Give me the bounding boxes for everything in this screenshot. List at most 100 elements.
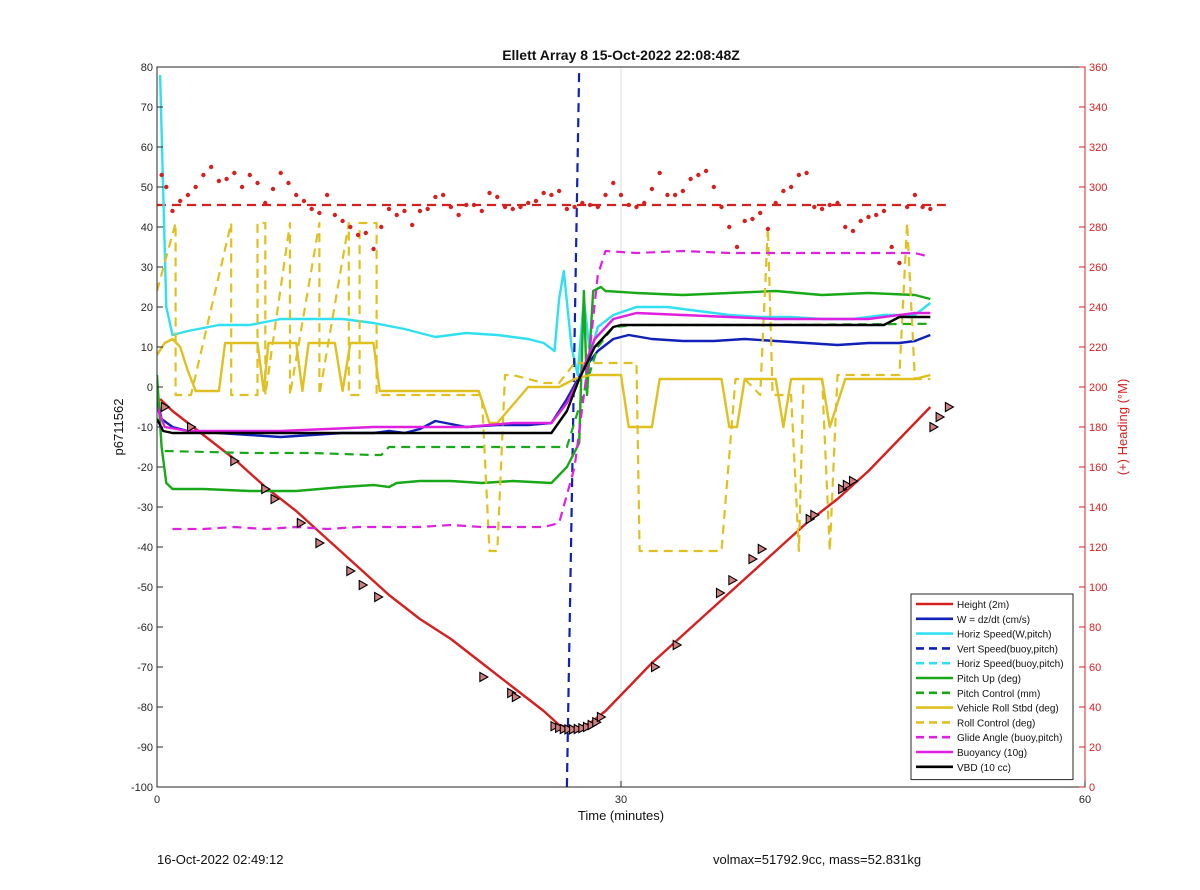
- height-marker: [715, 587, 726, 599]
- y-tick-label: 40: [141, 222, 153, 234]
- height-marker: [160, 401, 171, 413]
- heading-point: [159, 172, 164, 178]
- heading-point: [510, 206, 515, 212]
- height-marker: [261, 483, 271, 495]
- heading-point: [703, 168, 709, 174]
- height-marker: [374, 591, 384, 603]
- heading-point: [340, 218, 345, 224]
- heading-point: [657, 170, 662, 176]
- y2-tick-label: 340: [1089, 102, 1107, 114]
- y-tick-label: -20: [137, 462, 153, 474]
- y2-tick-label: 180: [1089, 422, 1107, 434]
- y2-tick-label: 140: [1089, 502, 1107, 514]
- heading-point: [719, 204, 724, 210]
- chart-legend: Height (2m) W = dz/dt (cm/s) Horiz Speed(W…: [910, 593, 1074, 781]
- heading-point: [355, 232, 361, 238]
- height-marker: [935, 411, 946, 423]
- y-tick-label: -100: [131, 782, 153, 794]
- height-marker: [944, 401, 955, 413]
- heading-point: [263, 200, 268, 206]
- heading-point: [796, 172, 802, 178]
- heading-point: [603, 192, 608, 198]
- x-tick-label: 30: [615, 794, 627, 806]
- height-marker: [507, 687, 517, 699]
- heading-point: [348, 224, 353, 230]
- height-marker: [757, 543, 768, 555]
- heading-point: [688, 176, 693, 182]
- series-line: [157, 311, 931, 433]
- series-line: [157, 285, 931, 493]
- heading-point: [819, 206, 825, 212]
- heading-point: [889, 244, 894, 250]
- y2-tick-label: 220: [1089, 342, 1107, 354]
- heading-point: [201, 172, 206, 178]
- heading-point: [920, 204, 925, 210]
- heading-point: [765, 226, 771, 232]
- legend-label: Pitch Control (mm): [957, 689, 1040, 700]
- y2-tick-label: 280: [1089, 222, 1107, 234]
- height-marker: [650, 661, 661, 673]
- height-marker: [346, 565, 356, 577]
- legend-label: Vehicle Roll Stbd (deg): [957, 704, 1059, 715]
- heading-point: [324, 192, 330, 198]
- height-marker: [578, 722, 588, 734]
- heading-point: [750, 216, 755, 222]
- heading-point: [487, 190, 492, 196]
- heading-point: [278, 170, 283, 176]
- heading-point: [572, 204, 577, 210]
- legend-label: Horiz Speed(W,pitch): [957, 630, 1051, 641]
- heading-point: [912, 192, 918, 198]
- height-marker: [186, 421, 197, 433]
- y-tick-label: -60: [137, 622, 153, 634]
- y2-tick-label: 60: [1089, 662, 1101, 674]
- heading-point: [781, 188, 786, 194]
- y2-axis-label: (+) Heading (°M): [1115, 379, 1130, 476]
- heading-point: [866, 214, 871, 220]
- heading-point: [587, 202, 593, 208]
- height-marker: [479, 671, 489, 683]
- legend-label: Buoyancy (10g): [957, 748, 1027, 759]
- heading-point: [440, 192, 446, 198]
- y-tick-label: 10: [141, 342, 153, 354]
- heading-point: [208, 164, 214, 170]
- heading-point: [672, 192, 678, 198]
- heading-point: [626, 202, 631, 208]
- heading-point: [533, 198, 539, 204]
- heading-point: [417, 208, 423, 214]
- height-marker: [296, 517, 307, 529]
- heading-point: [642, 200, 647, 206]
- legend-box: [910, 593, 1074, 781]
- y2-tick-label: 120: [1089, 542, 1107, 554]
- y-tick-label: 30: [141, 262, 153, 274]
- heading-point: [464, 202, 469, 208]
- y-tick-label: -40: [137, 542, 153, 554]
- height-marker: [550, 720, 561, 732]
- y2-tick-label: 360: [1089, 62, 1107, 74]
- height-marker: [929, 421, 940, 433]
- height-marker: [315, 537, 326, 549]
- heading-point: [649, 186, 655, 192]
- heading-point: [255, 180, 260, 186]
- heading-point: [164, 184, 169, 190]
- legend-label: Horiz Speed(buoy,pitch): [957, 659, 1064, 670]
- heading-point: [502, 204, 508, 210]
- y-tick-label: -90: [137, 742, 153, 754]
- y-tick-label: -50: [137, 582, 153, 594]
- x-axis-label: Time (minutes): [578, 808, 664, 823]
- chart-title: Ellett Array 8 15-Oct-2022 22:08:48Z: [502, 47, 740, 63]
- heading-point: [788, 184, 794, 190]
- heading-point: [386, 206, 392, 212]
- heading-point: [526, 200, 531, 206]
- heading-point: [410, 222, 415, 228]
- y2-tick-label: 260: [1089, 262, 1107, 274]
- height-marker: [569, 723, 579, 735]
- y2-tick-label: 160: [1089, 462, 1107, 474]
- height-marker: [564, 723, 575, 735]
- heading-point: [564, 206, 570, 212]
- height-marker: [596, 711, 607, 723]
- height-marker: [805, 513, 816, 525]
- heading-point: [904, 204, 910, 210]
- y2-tick-label: 0: [1089, 782, 1095, 794]
